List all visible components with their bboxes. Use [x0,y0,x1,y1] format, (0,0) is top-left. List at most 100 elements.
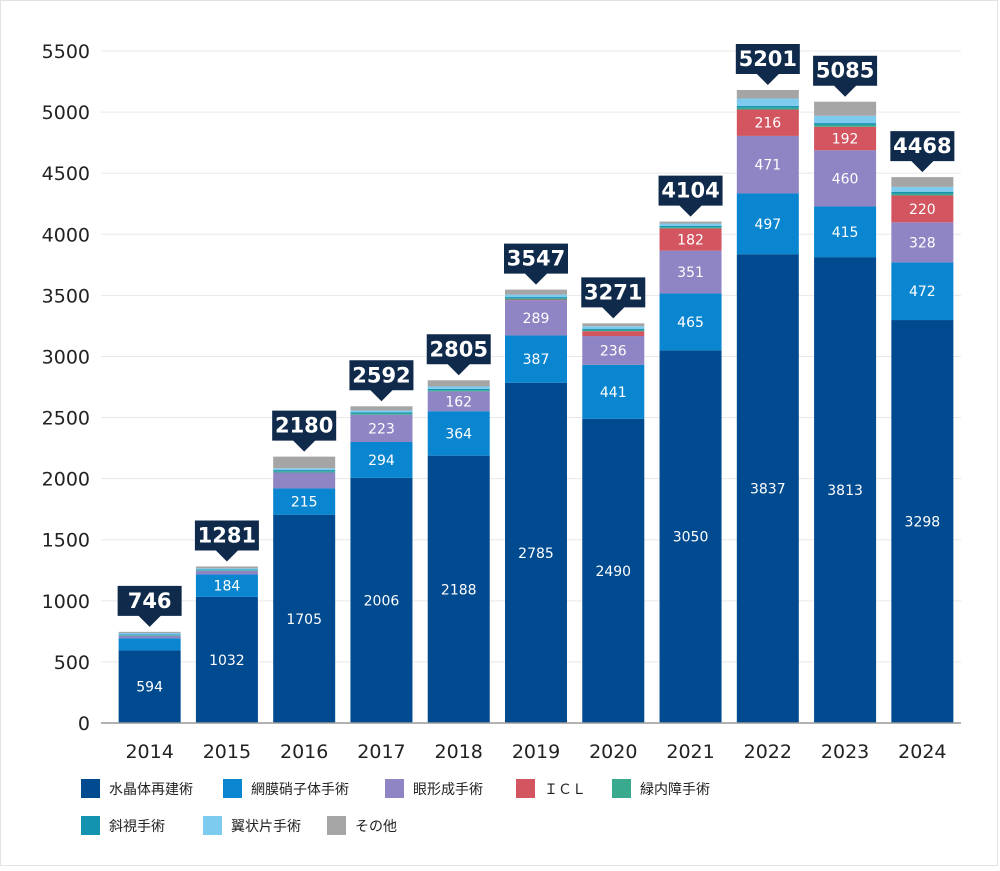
bar-segment [427,388,490,391]
bar-segment [273,472,336,489]
bar-segment [118,650,181,723]
y-tick-label: 5500 [42,41,90,63]
bar-segment [273,514,336,723]
bar-segment [427,386,490,389]
bar-segment [195,566,258,569]
bar-segment-label: 364 [445,426,472,442]
legend-swatch [385,779,404,798]
bar-segment [736,135,799,194]
legend-swatch [81,779,100,798]
total-callouts: 746 1281 2180 2592 2805 3547 3271 4104 5201 5085 4… [117,43,955,627]
x-tick-label: 2019 [512,741,560,763]
bar-segment [582,329,645,332]
bar-segment [427,455,490,723]
total-callout-box [194,520,259,562]
bar-segment [195,570,258,575]
total-callout: 746 [117,585,182,627]
bar-segment [814,124,877,127]
total-label: 5085 [816,59,874,83]
bar-segment [736,105,799,108]
bar-segment [427,391,490,412]
bar-segment [350,412,413,414]
bar-segment [273,470,336,472]
total-callout-box [735,43,800,85]
bar-segment [582,328,645,330]
total-callout: 3271 [581,277,646,319]
total-callout: 5085 [813,55,878,97]
total-callout-box [581,277,646,319]
bar-segment-label: 236 [600,343,627,359]
bar-segment [273,468,336,471]
x-tick-label: 2016 [280,741,328,763]
total-label: 2805 [430,337,488,361]
legend-label: その他 [355,819,397,835]
bar-segment [118,635,181,639]
legend-item: 水晶体再建術 [81,779,193,798]
bar-segment [350,414,413,442]
y-axis: 0 500 1000 1500 2000 2500 3000 3500 4000 4500 5000… [42,41,90,735]
bar-segment [736,98,799,106]
bar-segment-label: 216 [754,116,781,132]
bar-segment [505,382,567,723]
y-tick-label: 2500 [42,408,90,430]
y-tick-label: 3000 [42,346,90,368]
bar-segment [427,411,490,456]
total-callout-box [117,585,182,627]
bar-segment [505,289,567,295]
bar-segment [505,297,567,299]
legend-item: その他 [327,816,397,835]
bar-segment-label: 184 [214,579,241,595]
x-tick-label: 2015 [203,741,251,763]
total-label: 3547 [507,247,565,271]
bar-segment [195,568,258,570]
bar-segment [350,410,413,413]
x-tick-label: 2017 [357,741,405,763]
legend-item: 緑内障手術 [612,779,710,798]
total-callout: 2805 [426,334,491,376]
bar-segment-label: 387 [523,352,550,368]
legend-swatch [327,816,346,835]
total-callout-box [504,243,568,285]
legend-swatch [516,779,535,798]
bar-segment-label: 192 [832,131,859,147]
bar-segment [582,336,645,365]
bar-segment-label: 182 [677,233,704,249]
bar-segment [659,293,722,351]
x-tick-label: 2014 [125,741,173,763]
bar-segment-label: 223 [368,421,395,437]
bar-segment [273,471,336,473]
bar-segment [659,223,722,226]
bar-segment [814,115,877,124]
bar-segment [118,631,181,634]
legend-label: 水晶体再建術 [109,782,193,798]
bar-segment [195,596,258,723]
bar-segment-label: 328 [909,235,936,251]
bar-segment [814,257,877,723]
y-tick-label: 2000 [42,469,90,491]
x-tick-label: 2024 [898,741,946,763]
bar-segment-label: 2188 [441,582,477,598]
total-label: 5201 [739,47,797,71]
y-tick-label: 0 [78,713,90,735]
bar-segment-label: 162 [445,394,472,410]
bar-segment-label: 2006 [364,593,400,609]
bar-segment [659,228,722,251]
bar-segment [659,221,722,224]
y-tick-label: 4500 [42,163,90,185]
bar-segment [891,320,954,723]
bar-segment [659,227,722,229]
total-callout-box [658,175,723,217]
bar-segment [582,418,645,723]
bar-segment [736,109,799,136]
bar-segment-label: 215 [291,495,318,511]
bar-segment [118,634,181,636]
y-tick-label: 5000 [42,102,90,124]
total-label: 4468 [893,134,951,158]
legend-item: ＩＣＬ [516,779,586,798]
bar-segment-label: 1032 [209,653,245,669]
bar-segment [891,177,954,187]
bar-segment-label: 2490 [595,564,631,580]
bar-segment-label: 289 [523,311,550,327]
bar-segment-label: 2785 [518,546,554,562]
bar-segment [659,225,722,228]
